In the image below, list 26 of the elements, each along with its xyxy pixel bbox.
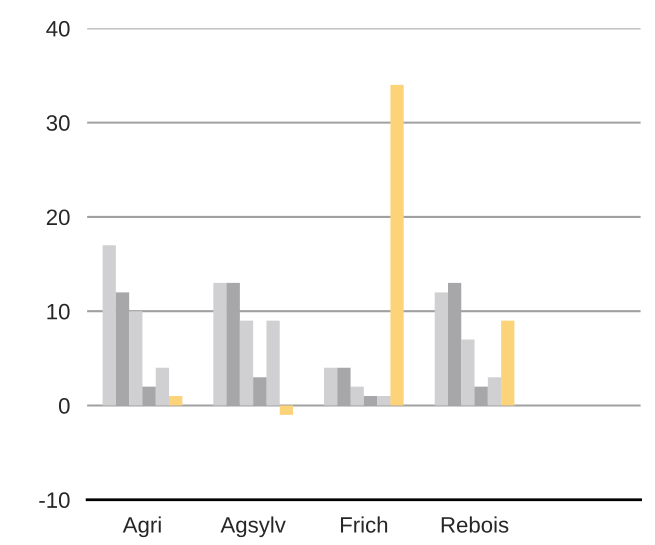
y-tick-label: 40 — [46, 20, 70, 37]
x-tick-label: Agri — [122, 516, 161, 538]
bar — [156, 368, 170, 406]
bar — [102, 245, 116, 406]
y-tick-label: 0 — [58, 398, 70, 414]
bar — [434, 292, 448, 406]
bar — [501, 320, 514, 406]
bar — [129, 311, 142, 406]
x-tick-label: Frich — [340, 516, 388, 533]
bar — [488, 377, 502, 406]
bar — [169, 396, 182, 406]
bar — [461, 339, 475, 406]
y-tick-label: 10 — [47, 304, 70, 320]
x-tick-label: Rebois — [442, 516, 508, 533]
bar — [240, 320, 254, 406]
bar — [324, 368, 338, 406]
y-tick-label: 30 — [46, 115, 70, 131]
bar — [390, 84, 404, 406]
bar — [213, 282, 227, 406]
y-tick-label: -10 — [39, 492, 70, 508]
x-tick-label: Agsylv — [220, 516, 286, 538]
bar — [350, 386, 364, 406]
bar — [280, 405, 294, 415]
bar — [377, 396, 390, 406]
y-tick-label: 20 — [46, 209, 70, 226]
bar — [266, 320, 280, 406]
